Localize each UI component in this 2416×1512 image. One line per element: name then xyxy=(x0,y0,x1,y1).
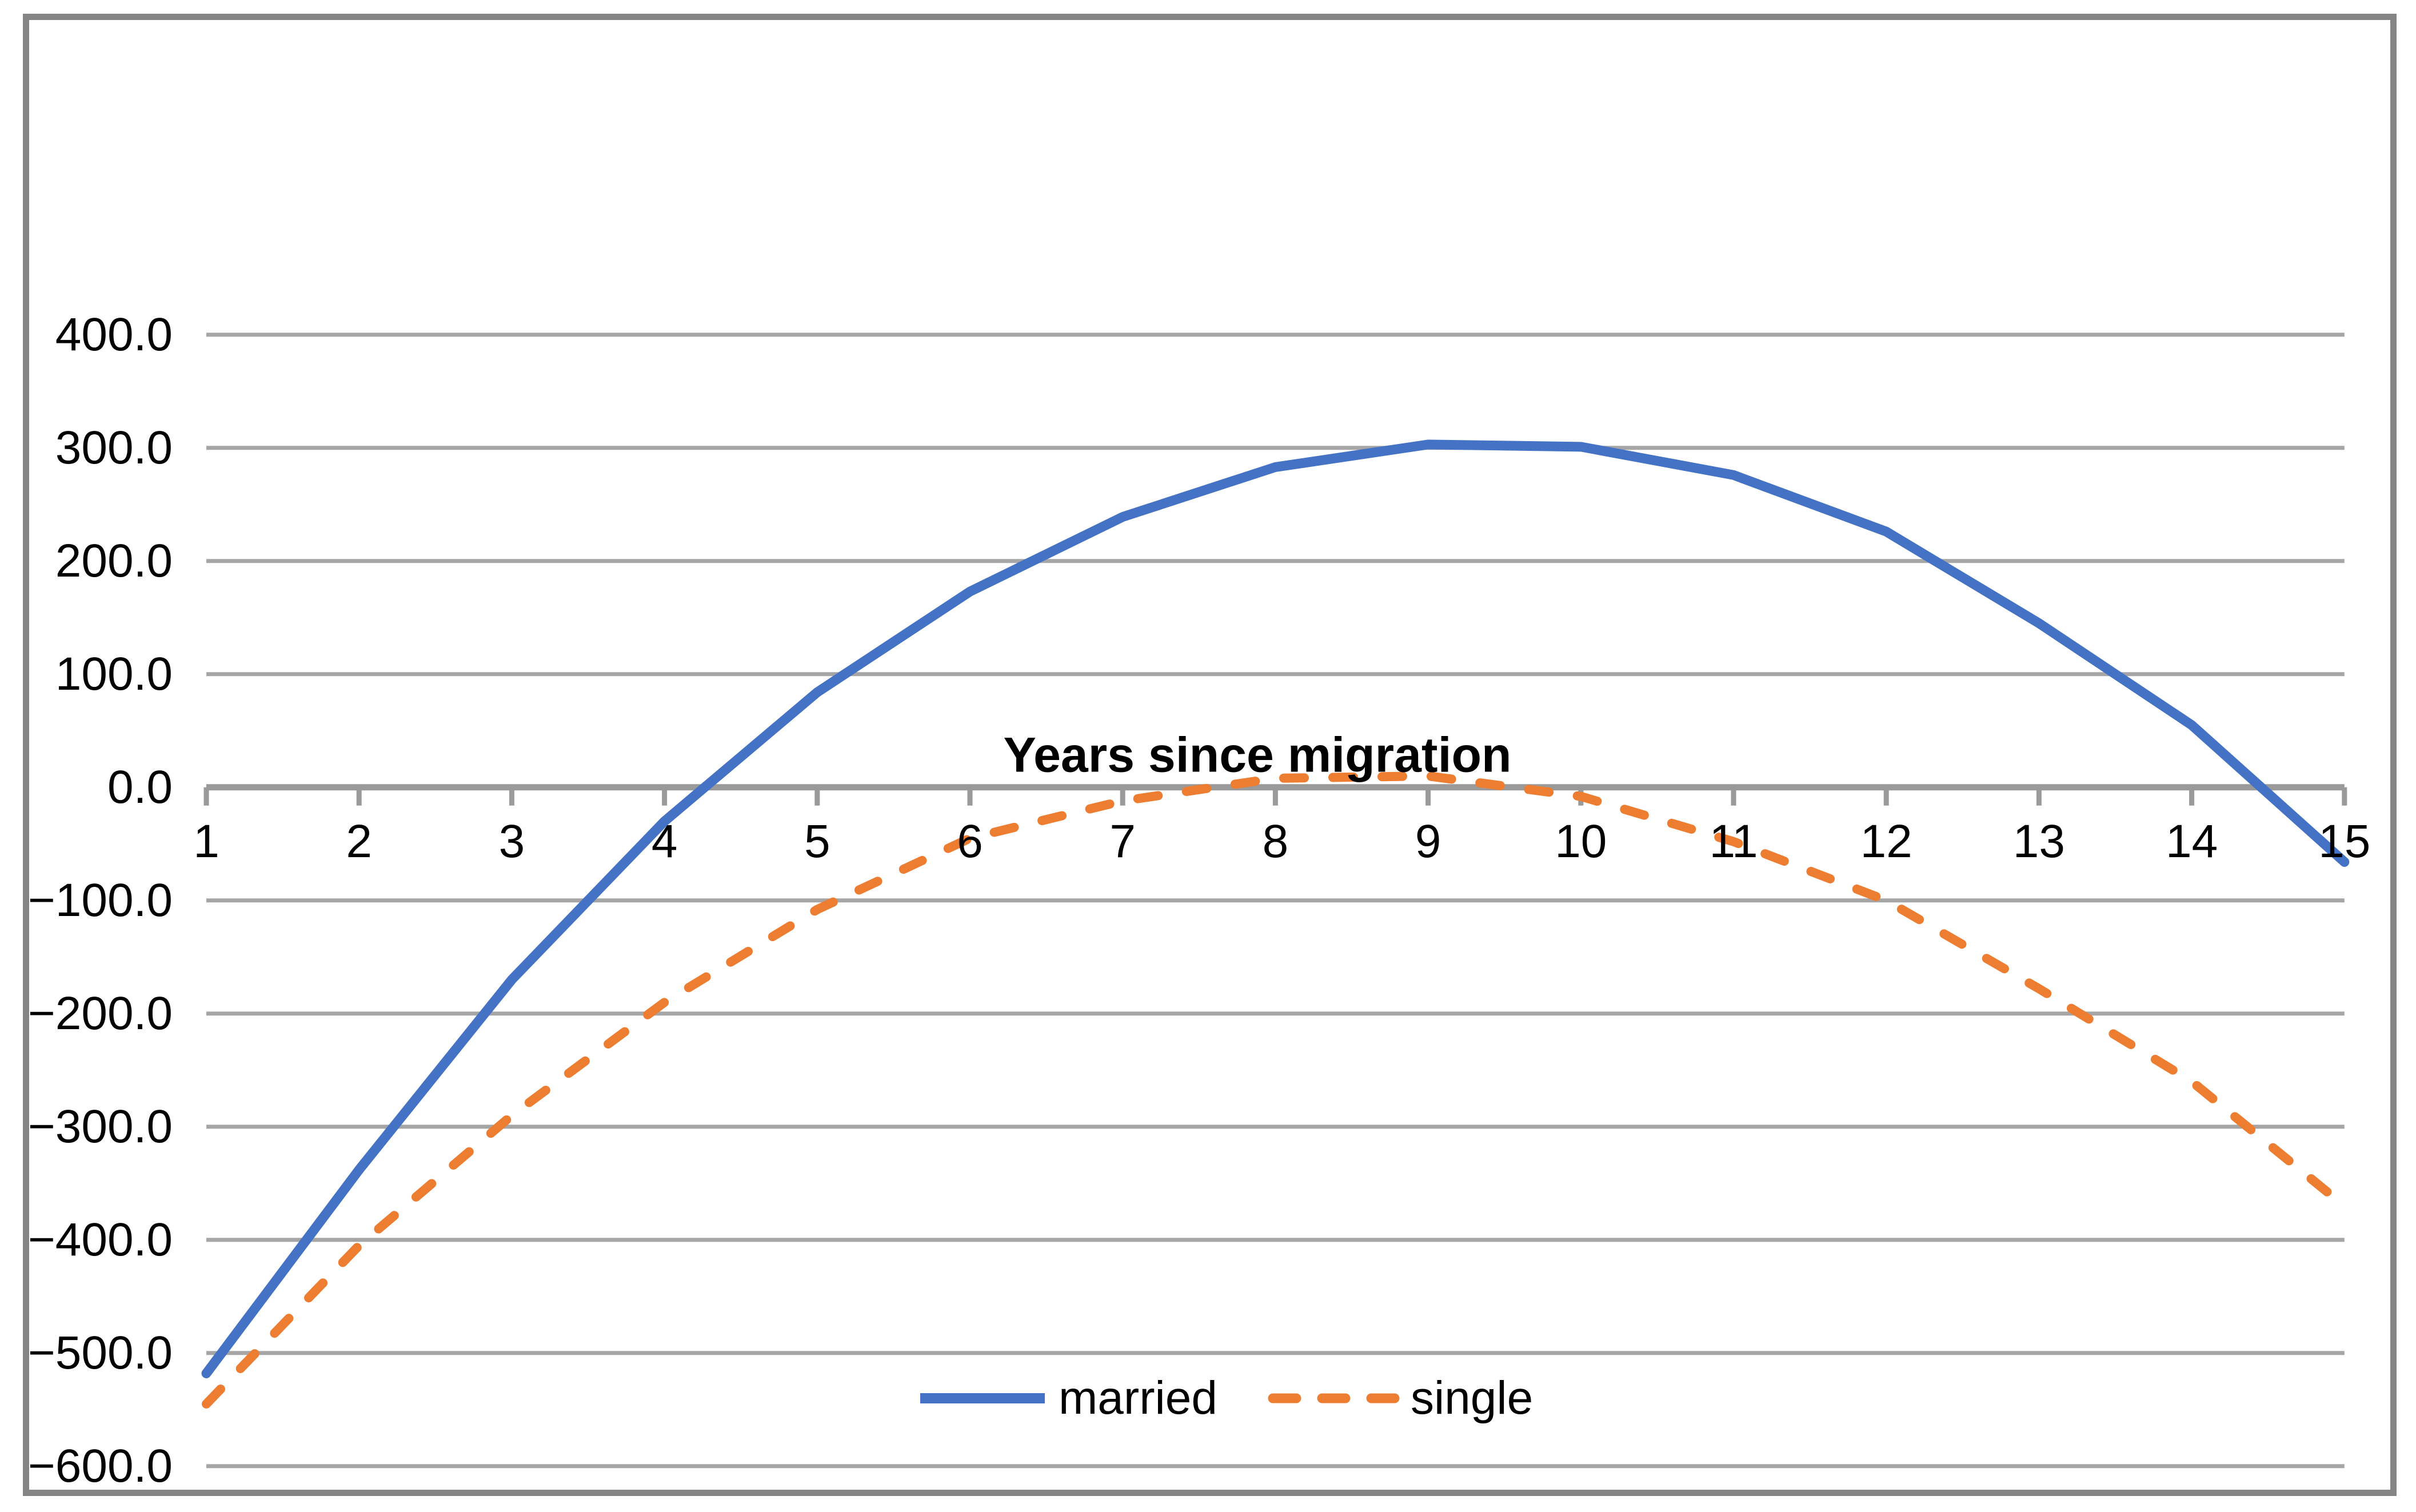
x-tick-label: 10 xyxy=(1555,815,1607,867)
y-tick-label: 100.0 xyxy=(55,647,173,700)
single-legend-dash-swatch xyxy=(1268,1393,1400,1403)
x-tick-label: 8 xyxy=(1262,815,1289,867)
x-tick-label: 3 xyxy=(498,815,525,867)
x-tick-label: 7 xyxy=(1109,815,1136,867)
chart-frame-border xyxy=(23,14,2397,1496)
y-tick-label: −600.0 xyxy=(27,1439,173,1492)
x-tick-label: 15 xyxy=(2318,815,2371,867)
y-tick-label: −500.0 xyxy=(27,1326,173,1379)
x-tick-label: 4 xyxy=(651,815,678,867)
single-series-line xyxy=(202,771,2349,1409)
x-tick-label: 9 xyxy=(1415,815,1441,867)
legend-label-single: single xyxy=(1410,1372,1534,1424)
y-tick-label: −300.0 xyxy=(27,1100,173,1153)
married-series-line xyxy=(201,439,2350,1378)
x-tick-label: 13 xyxy=(2012,815,2065,867)
y-tick-label: −100.0 xyxy=(27,874,173,926)
y-tick-label: −200.0 xyxy=(27,987,173,1039)
y-tick-label: 0.0 xyxy=(107,761,173,813)
chart-legend: married single xyxy=(919,1367,1533,1429)
y-tick-label: 300.0 xyxy=(55,421,173,474)
y-tick-label: 400.0 xyxy=(55,308,173,361)
x-tick-label: 2 xyxy=(346,815,372,867)
x-tick-label: 14 xyxy=(2165,815,2218,867)
y-tick-label: −400.0 xyxy=(27,1213,173,1266)
x-tick-label: 5 xyxy=(804,815,830,867)
x-tick-label: 12 xyxy=(1860,815,1912,867)
x-tick-label: 11 xyxy=(1709,815,1758,867)
x-axis-title: Years since migration xyxy=(1003,727,1512,783)
legend-label-married: married xyxy=(1059,1372,1217,1424)
x-tick-label: 6 xyxy=(957,815,983,867)
y-tick-label: 200.0 xyxy=(55,534,173,587)
married-legend-line-swatch xyxy=(920,1393,1045,1403)
x-tick-label: 1 xyxy=(193,815,219,867)
